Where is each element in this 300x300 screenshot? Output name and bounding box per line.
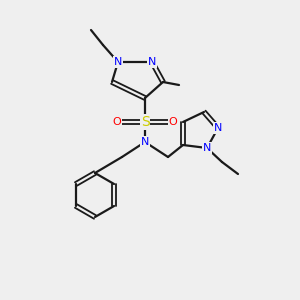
Text: O: O	[169, 117, 177, 127]
Text: N: N	[214, 123, 222, 133]
Text: O: O	[112, 117, 122, 127]
Text: S: S	[141, 115, 149, 129]
Text: N: N	[114, 57, 122, 67]
Text: N: N	[141, 137, 149, 147]
Text: N: N	[203, 143, 211, 153]
Text: N: N	[148, 57, 156, 67]
